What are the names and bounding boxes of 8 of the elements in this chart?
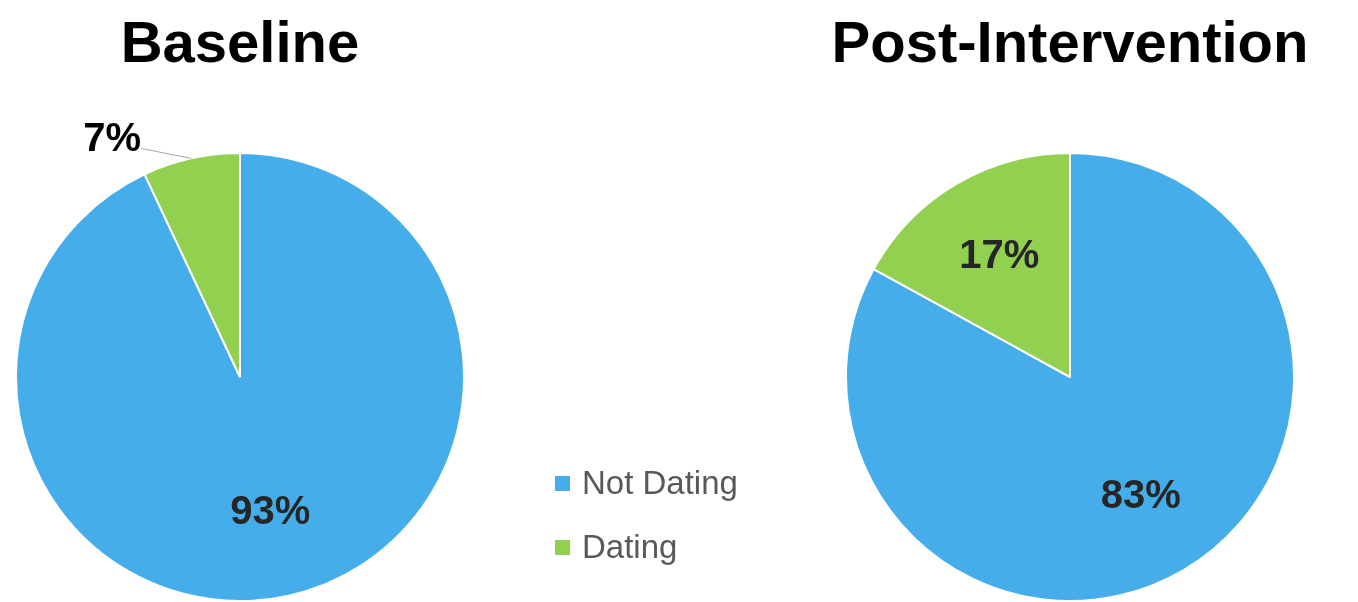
data-label: 83% — [1100, 471, 1181, 516]
legend-label: Not Dating — [582, 464, 738, 502]
data-label: 17% — [959, 232, 1040, 277]
legend-label: Dating — [582, 528, 678, 566]
data-label: 7% — [83, 115, 142, 160]
chart-title: Baseline — [120, 8, 360, 75]
chart-title: Post-Intervention — [831, 8, 1309, 75]
data-label: 93% — [230, 487, 311, 532]
